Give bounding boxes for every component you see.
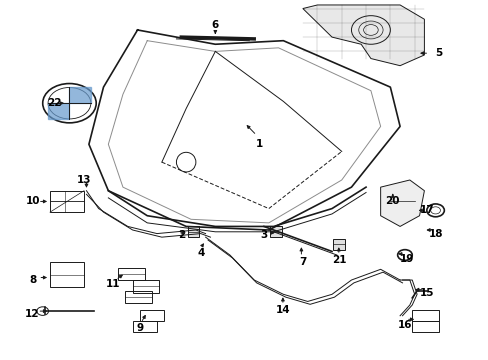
Text: 9: 9 xyxy=(136,323,143,333)
Text: 20: 20 xyxy=(385,197,399,206)
FancyBboxPatch shape xyxy=(270,226,282,237)
Text: 6: 6 xyxy=(211,19,219,30)
Text: 15: 15 xyxy=(419,288,433,297)
Polygon shape xyxy=(48,103,69,119)
Polygon shape xyxy=(69,87,91,103)
Text: 3: 3 xyxy=(260,230,267,240)
Text: 12: 12 xyxy=(25,309,39,319)
Text: 7: 7 xyxy=(299,257,306,267)
Polygon shape xyxy=(302,5,424,66)
Text: 22: 22 xyxy=(47,98,62,108)
Text: 11: 11 xyxy=(106,279,120,289)
Text: 18: 18 xyxy=(428,229,443,239)
Text: 1: 1 xyxy=(255,139,262,149)
Text: 16: 16 xyxy=(397,320,411,330)
Text: 4: 4 xyxy=(197,248,204,258)
Text: 19: 19 xyxy=(399,253,414,264)
Text: 10: 10 xyxy=(26,197,40,206)
Text: 21: 21 xyxy=(331,255,346,265)
Text: 13: 13 xyxy=(77,175,91,185)
Text: 14: 14 xyxy=(276,305,290,315)
Text: 8: 8 xyxy=(29,275,37,285)
Text: 5: 5 xyxy=(434,48,442,58)
Polygon shape xyxy=(380,180,424,226)
FancyBboxPatch shape xyxy=(187,226,199,237)
Text: 17: 17 xyxy=(419,205,433,215)
Text: 2: 2 xyxy=(177,230,184,240)
FancyBboxPatch shape xyxy=(333,239,345,249)
